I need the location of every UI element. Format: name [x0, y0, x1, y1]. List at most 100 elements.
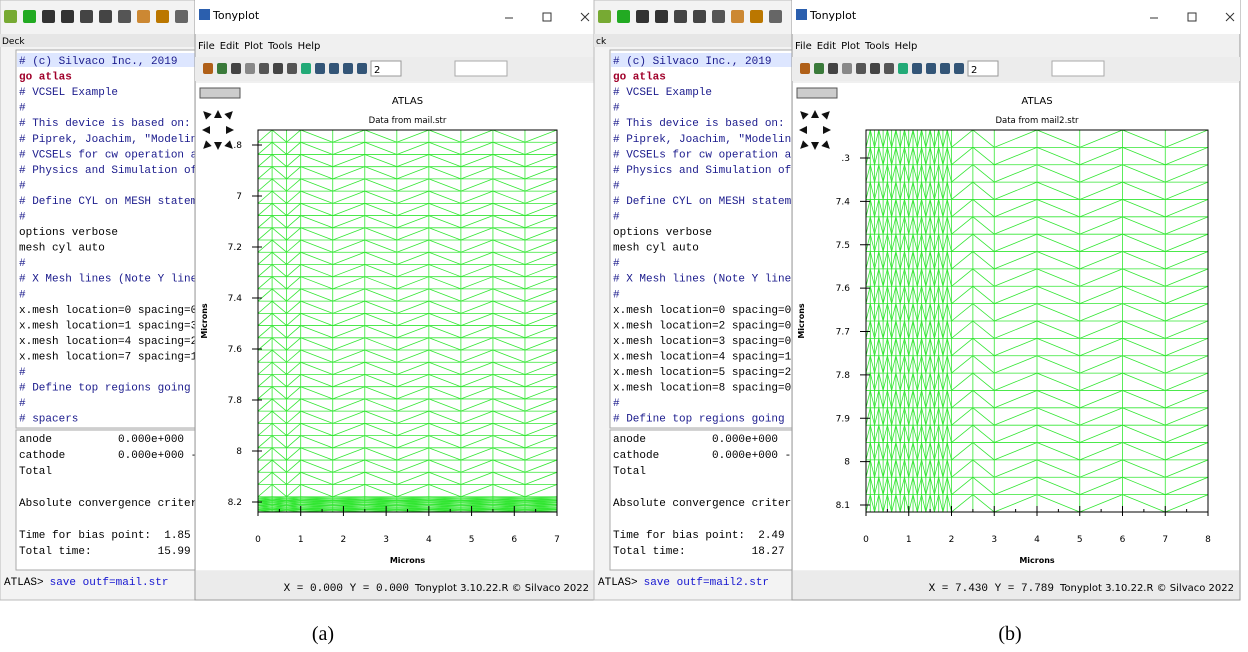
cursor-status: X = 7.430 Y = 7.789 — [929, 583, 1054, 595]
toolbar-button[interactable] — [329, 63, 339, 74]
toolbar-button[interactable] — [800, 63, 810, 74]
console-prompt: ATLAS> — [598, 577, 638, 589]
window-title: Tonyplot — [212, 9, 260, 22]
tonyplot-window: TonyplotFileEditPlotToolsHelp2ATLASData … — [792, 0, 1240, 600]
deck-line: x.mesh location=2 spacing=0.5 — [613, 320, 804, 332]
menu-item[interactable]: Help — [895, 41, 918, 52]
y-axis-label: Microns — [797, 303, 806, 339]
deck-line: x.mesh location=3 spacing=0.9 — [613, 336, 804, 348]
deck-line: # This device is based on: — [19, 118, 191, 130]
toolbar-button[interactable] — [259, 63, 269, 74]
toolbar-button[interactable] — [940, 63, 950, 74]
navigator-bar[interactable] — [797, 88, 837, 98]
screenshot-page: Deck# (c) Silvaco Inc., 2019go atlas# VC… — [0, 0, 1248, 652]
toolbar-button[interactable] — [842, 63, 852, 74]
cursor-status: X = 0.000 Y = 0.000 — [284, 583, 409, 595]
console-line: Total time: 18.27 sec. — [613, 546, 818, 558]
toolbar-button[interactable] — [301, 63, 311, 74]
x-tick-label: 5 — [469, 535, 475, 545]
panel-caption: (b) — [998, 623, 1021, 645]
combo-box[interactable] — [1052, 61, 1104, 76]
console-prompt: ATLAS> — [4, 577, 44, 589]
toolbar-button[interactable] — [357, 63, 367, 74]
menu-item[interactable]: Plot — [841, 41, 860, 52]
toolbar-button[interactable] — [203, 63, 213, 74]
toolbar-icon — [731, 10, 744, 23]
menu-item[interactable]: Plot — [244, 41, 263, 52]
toolbar-button[interactable] — [954, 63, 964, 74]
x-tick-label: 6 — [511, 535, 517, 545]
y-tick-label: .3 — [841, 154, 850, 164]
y-axis-label: Microns — [200, 303, 209, 339]
y-tick-label: 8 — [844, 458, 850, 468]
plot-subtitle: Data from mail2.str — [995, 116, 1079, 126]
y-tick-label: 7.5 — [836, 241, 850, 251]
toolbar-button[interactable] — [912, 63, 922, 74]
deck-line: # VCSEL Example — [613, 87, 712, 99]
deck-line: # — [613, 258, 620, 270]
console-line: Time for bias point: 1.85 sec. — [19, 530, 224, 542]
deck-line: x.mesh location=8 spacing=0.5 — [613, 383, 804, 395]
menu-item[interactable]: File — [795, 41, 812, 52]
toolbar-button[interactable] — [870, 63, 880, 74]
menu-item[interactable]: Tools — [864, 41, 890, 52]
y-tick-label: 7.9 — [836, 414, 851, 424]
toolbar-button[interactable] — [898, 63, 908, 74]
deck-line: options verbose — [19, 227, 118, 239]
y-tick-label: 7.4 — [836, 197, 851, 207]
deck-title: ck — [596, 37, 607, 47]
deck-line: # — [613, 398, 620, 410]
title-bar — [792, 0, 1240, 34]
version-text: Tonyplot 3.10.22.R © Silvaco 2022 — [414, 583, 589, 594]
x-tick-label: 3 — [383, 535, 389, 545]
toolbar-icon — [674, 10, 687, 23]
toolbar-button[interactable] — [217, 63, 227, 74]
tonyplot-window: TonyplotFileEditPlotToolsHelp2ATLASData … — [195, 0, 595, 600]
toolbar-button[interactable] — [814, 63, 824, 74]
toolbar-button[interactable] — [343, 63, 353, 74]
y-tick-label: 7.2 — [228, 243, 242, 253]
toolbar-icon — [42, 10, 55, 23]
deck-line: # — [613, 103, 620, 115]
deck-line: # — [19, 289, 26, 301]
app-icon — [199, 9, 210, 20]
menu-item[interactable]: Tools — [267, 41, 293, 52]
toolbar-icon — [655, 10, 668, 23]
toolbar-button[interactable] — [884, 63, 894, 74]
toolbar-button[interactable] — [273, 63, 283, 74]
deck-line: # — [19, 103, 26, 115]
menu-item[interactable]: Help — [298, 41, 321, 52]
zoom-value: 2 — [374, 65, 380, 76]
toolbar-button[interactable] — [828, 63, 838, 74]
y-tick-label: 8.1 — [836, 501, 850, 511]
menu-item[interactable]: Edit — [817, 41, 836, 52]
deck-line: # spacers — [19, 414, 78, 426]
toolbar-button[interactable] — [856, 63, 866, 74]
menu-item[interactable]: Edit — [220, 41, 239, 52]
toolbar-button[interactable] — [926, 63, 936, 74]
deck-title-bar — [0, 34, 195, 47]
deck-title-bar — [594, 34, 792, 47]
deck-line: x.mesh location=5 spacing=2 — [613, 367, 791, 379]
toolbar-icon — [712, 10, 725, 23]
toolbar-icon — [4, 10, 17, 23]
toolbar-button[interactable] — [245, 63, 255, 74]
deck-line: x.mesh location=1 spacing=3 — [19, 320, 197, 332]
deck-line: mesh cyl auto — [613, 243, 699, 255]
version-text: Tonyplot 3.10.22.R © Silvaco 2022 — [1059, 583, 1234, 594]
plot-subtitle: Data from mail.str — [369, 116, 447, 126]
deck-line: options verbose — [613, 227, 712, 239]
x-tick-label: 4 — [1034, 535, 1040, 545]
menu-item[interactable]: File — [198, 41, 215, 52]
deck-line: # (c) Silvaco Inc., 2019 — [19, 56, 177, 68]
x-axis-label: Microns — [390, 556, 426, 565]
toolbar-icon — [175, 10, 188, 23]
navigator-bar[interactable] — [200, 88, 240, 98]
combo-box[interactable] — [455, 61, 507, 76]
x-tick-label: 3 — [991, 535, 997, 545]
deck-line: mesh cyl auto — [19, 243, 105, 255]
toolbar-button[interactable] — [315, 63, 325, 74]
toolbar-button[interactable] — [231, 63, 241, 74]
toolbar-button[interactable] — [287, 63, 297, 74]
console-line: Total — [613, 466, 646, 478]
